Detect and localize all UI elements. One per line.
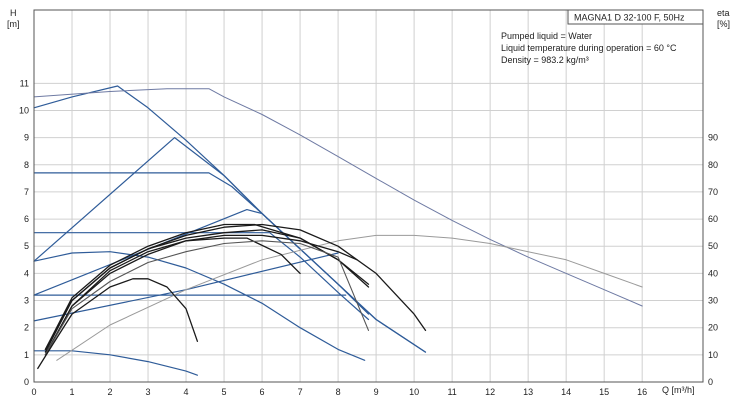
x-tick-label: 2 <box>108 387 113 397</box>
info-block: Pumped liquid = Water Liquid temperature… <box>501 31 677 65</box>
x-tick-label: 12 <box>485 387 495 397</box>
efficiency-curve-17 <box>37 278 199 370</box>
y-right-tick-label: 30 <box>708 296 718 306</box>
x-tick-label: 14 <box>561 387 571 397</box>
efficiency-curve-10 <box>56 234 643 361</box>
title-box-frame <box>567 9 704 25</box>
y-left-tick-label: 3 <box>24 296 29 306</box>
x-tick-label: 15 <box>599 387 609 397</box>
axes <box>33 9 704 383</box>
x-tick-label: 3 <box>146 387 151 397</box>
y-right-title-line1: eta <box>717 8 730 18</box>
efficiency-curve-16 <box>44 240 370 356</box>
y-right-tick-label: 90 <box>708 133 718 143</box>
x-tick-label: 5 <box>222 387 227 397</box>
y-left-tick-label: 0 <box>24 377 29 387</box>
y-left-tick-label: 2 <box>24 323 29 333</box>
y-right-tick-label: 40 <box>708 268 718 278</box>
tick-labels: 0 1 2 3 4 5 6 7 8 9 10 11 12 13 14 15 160123456789101101… <box>19 78 718 397</box>
x-tick-label: 8 <box>336 387 341 397</box>
x-tick-label: 16 <box>637 387 647 397</box>
plot-frame <box>33 9 704 383</box>
x-tick-label: 1 <box>70 387 75 397</box>
y-right-tick-label: 80 <box>708 160 718 170</box>
y-left-tick-label: 5 <box>24 241 29 251</box>
y-left-tick-label: 9 <box>24 133 29 143</box>
efficiency-curve-14 <box>44 234 358 356</box>
head-curve-9 <box>33 88 643 307</box>
y-right-tick-label: 10 <box>708 350 718 360</box>
y-left-tick-label: 1 <box>24 350 29 360</box>
info-liquid-temperature: Liquid temperature during operation = 60… <box>501 43 677 53</box>
x-tick-label: 6 <box>260 387 265 397</box>
y-left-tick-label: 10 <box>19 105 29 115</box>
x-tick-label: 9 <box>374 387 379 397</box>
info-density: Density = 983.2 kg/m³ <box>501 55 589 65</box>
chart-title-box: MAGNA1 D 32-100 F, 50Hz <box>567 9 704 25</box>
y-right-tick-label: 0 <box>708 377 713 387</box>
head-curve-3 <box>33 232 370 321</box>
y-right-tick-label: 50 <box>708 241 718 251</box>
y-left-tick-label: 8 <box>24 160 29 170</box>
y-left-axis-title: H [m] <box>7 8 20 29</box>
head-curve-8 <box>33 350 198 376</box>
x-tick-label: 0 <box>31 387 36 397</box>
x-tick-label: 11 <box>447 387 456 397</box>
y-right-tick-label: 70 <box>708 187 718 197</box>
y-right-axis-title: eta [%] <box>717 8 730 29</box>
y-left-tick-label: 7 <box>24 187 29 197</box>
x-tick-label: 10 <box>409 387 419 397</box>
y-left-tick-label: 11 <box>20 78 29 88</box>
efficiency-curve-15 <box>44 237 301 356</box>
grid <box>34 10 703 382</box>
x-axis-title: Q [m³/h] <box>662 385 695 395</box>
y-right-tick-label: 60 <box>708 214 718 224</box>
y-left-title-line1: H <box>10 8 17 18</box>
head-curve-7 <box>33 251 366 361</box>
x-tick-label: 4 <box>184 387 189 397</box>
y-left-title-line2: [m] <box>7 19 20 29</box>
y-left-tick-label: 6 <box>24 214 29 224</box>
series-group <box>33 85 643 376</box>
y-right-tick-label: 20 <box>708 323 718 333</box>
y-right-title-line2: [%] <box>717 19 730 29</box>
efficiency-curve-13 <box>44 229 370 353</box>
x-tick-label: 7 <box>298 387 303 397</box>
y-left-tick-label: 4 <box>24 268 29 278</box>
x-tick-label: 13 <box>523 387 533 397</box>
chart-title: MAGNA1 D 32-100 F, 50Hz <box>574 13 685 23</box>
info-pumped-liquid: Pumped liquid = Water <box>501 31 592 41</box>
